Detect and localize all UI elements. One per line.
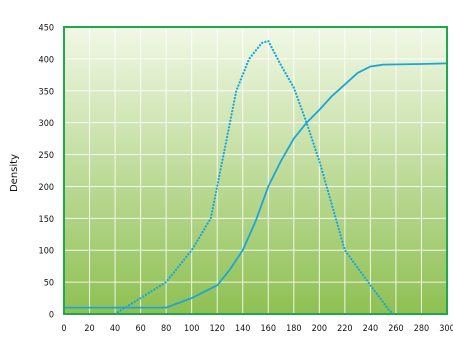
plot-area [64, 27, 447, 314]
y-tick-label: 350 [39, 87, 54, 97]
y-tick-label: 200 [39, 183, 54, 193]
y-tick-label: 300 [39, 119, 54, 129]
plot-frame [63, 26, 448, 315]
y-tick-label: 250 [39, 151, 54, 161]
y-tick-label: 400 [39, 55, 54, 65]
x-tick-label: 280 [414, 324, 429, 334]
series-lines [63, 39, 448, 316]
x-tick-label: 0 [61, 324, 66, 334]
x-tick-label: 180 [286, 324, 301, 334]
x-tick-label: 260 [388, 324, 403, 334]
y-tick-label: 0 [49, 311, 54, 321]
y-tick-label: 100 [39, 247, 54, 257]
x-tick-label: 220 [337, 324, 352, 334]
x-tick-label: 100 [184, 324, 199, 334]
x-axis-ticks: 0 20 40 60 80 100 120 140 160 180 200 220 240 260 280 3… [61, 324, 453, 334]
solid-density-curve [63, 62, 448, 309]
x-tick-label: 40 [110, 324, 120, 334]
x-tick-label: 120 [209, 324, 224, 334]
y-axis-label: Density [9, 154, 20, 192]
y-tick-label: 50 [44, 279, 54, 289]
y-tick-label: 150 [39, 215, 54, 225]
x-tick-label: 60 [135, 324, 145, 334]
gridlines [64, 27, 447, 314]
x-tick-label: 140 [235, 324, 250, 334]
x-tick-label: 20 [84, 324, 94, 334]
y-axis-ticks: 0 50 100 150 200 250 300 350 400 450 [39, 24, 54, 321]
x-tick-label: 200 [312, 324, 327, 334]
x-tick-label: 240 [363, 324, 378, 334]
x-tick-label: 160 [261, 324, 276, 334]
dotted-density-curve [114, 39, 395, 316]
x-tick-label: 300 [439, 324, 453, 334]
x-tick-label: 80 [161, 324, 171, 334]
y-tick-label: 450 [39, 24, 54, 34]
